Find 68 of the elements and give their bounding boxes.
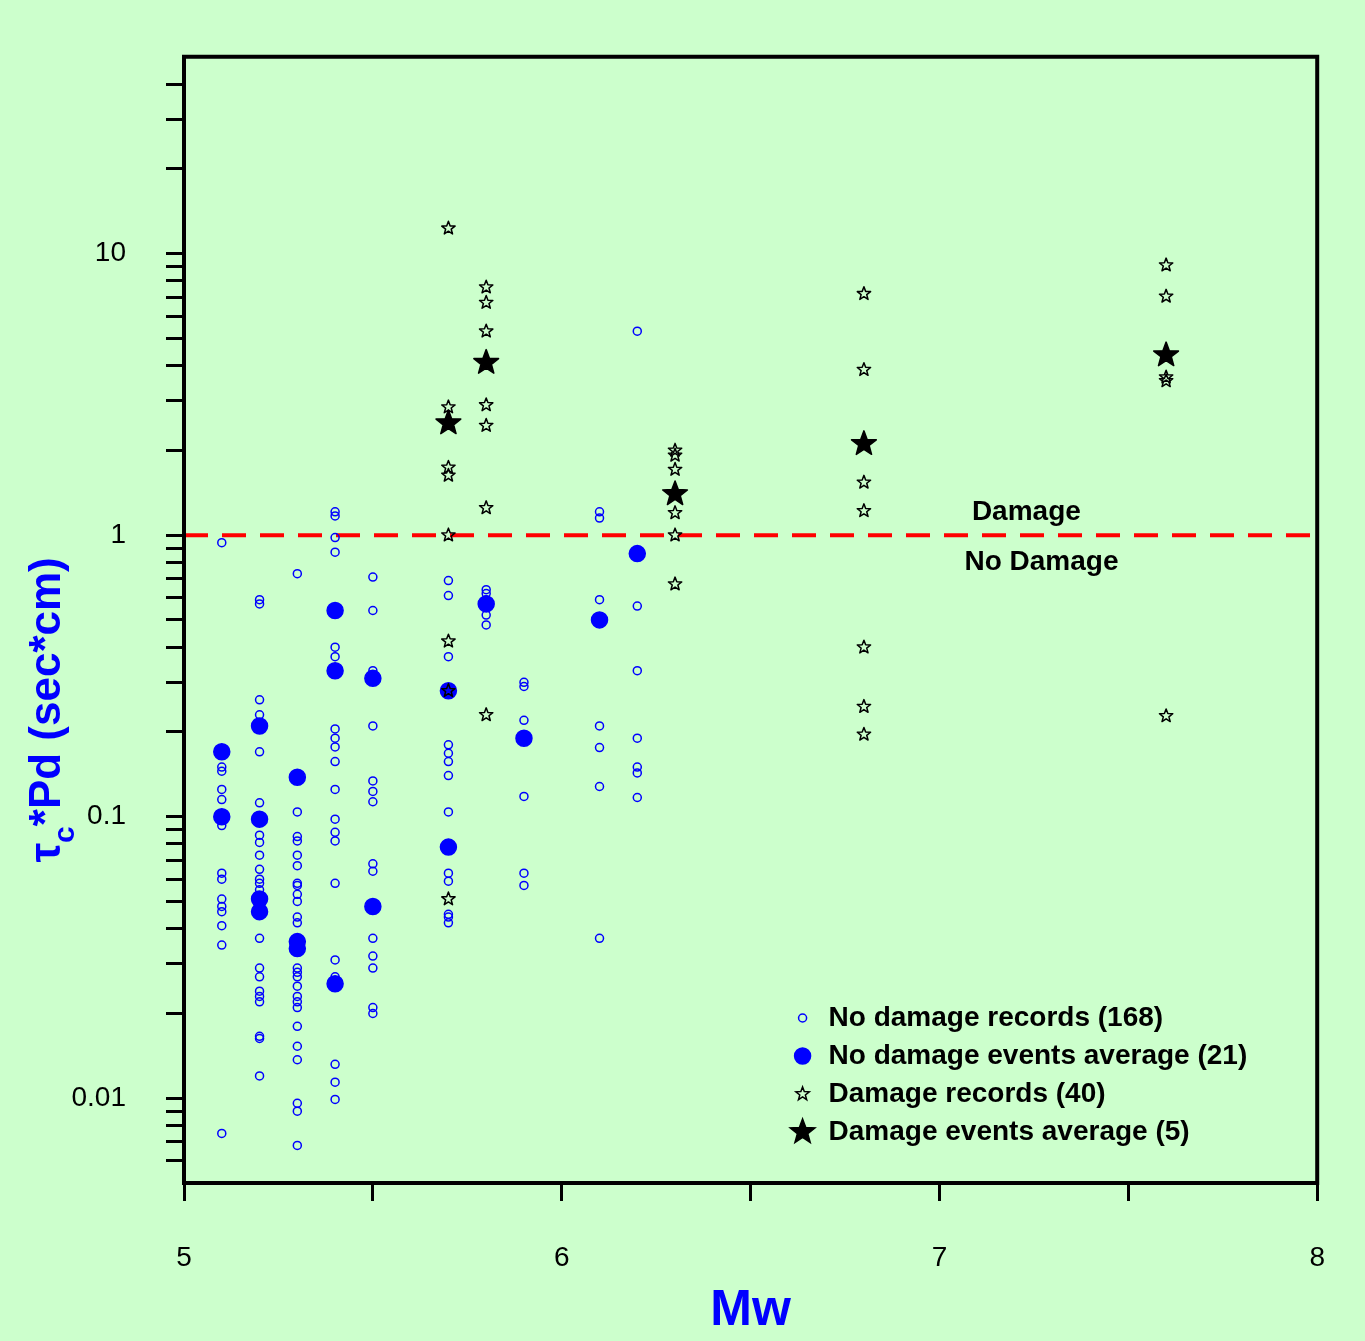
point (441, 891, 456, 906)
point (667, 461, 683, 476)
x-tick-label: 5 (176, 1240, 192, 1272)
legend-label: No damage records (168) (828, 1000, 1164, 1032)
point (250, 810, 269, 828)
x-tick-label: 7 (931, 1240, 948, 1272)
point (478, 323, 494, 338)
point (441, 220, 456, 235)
point (1158, 708, 1174, 723)
x-tick-label: 6 (553, 1240, 570, 1272)
y-tick-label: 0.01 (71, 1080, 126, 1112)
point (326, 601, 344, 620)
annotation: No Damage (964, 544, 1119, 576)
point (1158, 288, 1174, 303)
point (850, 430, 878, 456)
point (856, 286, 872, 301)
point (364, 669, 382, 688)
point (590, 611, 609, 629)
point (213, 743, 231, 761)
x-axis-title: Mw (710, 1279, 791, 1336)
point (856, 503, 872, 518)
point (478, 279, 494, 294)
point (364, 897, 382, 916)
point (288, 768, 307, 787)
point (441, 633, 456, 648)
point (441, 467, 456, 482)
point (473, 348, 500, 374)
point (515, 729, 533, 747)
point (478, 294, 494, 309)
point (667, 527, 683, 542)
legend-label: No damage events average (21) (828, 1038, 1248, 1070)
point (441, 399, 456, 414)
y-tick-label: 0.1 (87, 799, 126, 831)
point (213, 807, 231, 826)
point (1158, 373, 1174, 388)
y-tick-label: 1 (110, 517, 126, 549)
point (661, 480, 689, 506)
point (667, 442, 683, 457)
point (478, 417, 494, 432)
point (856, 474, 872, 489)
point (856, 698, 872, 714)
point (667, 447, 683, 462)
point (441, 459, 456, 474)
x-tick-label: 8 (1309, 1240, 1325, 1272)
point (441, 527, 456, 542)
point (439, 838, 458, 856)
point (326, 661, 344, 680)
legend-label: Damage events average (5) (828, 1114, 1190, 1146)
point (250, 717, 269, 735)
point (856, 726, 872, 741)
y-axis-title: τc*Pd (sec*cm) (20, 557, 80, 863)
annotation: Damage (971, 494, 1081, 526)
y-tick-label: 10 (94, 236, 126, 268)
point (856, 361, 872, 377)
legend-label: Damage records (40) (828, 1076, 1106, 1108)
point (856, 639, 872, 654)
point (1153, 341, 1180, 367)
point (326, 975, 344, 993)
point (1158, 369, 1174, 384)
point (478, 707, 494, 722)
point (667, 576, 683, 591)
point (628, 544, 647, 563)
point (478, 397, 494, 412)
point (478, 500, 494, 515)
point (667, 505, 683, 520)
point (477, 595, 495, 613)
point (1158, 257, 1174, 272)
point (435, 409, 462, 435)
